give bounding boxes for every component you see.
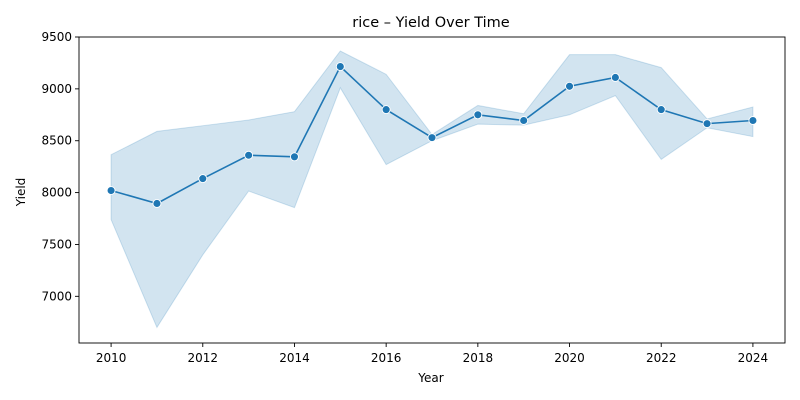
y-tick-label: 8500 <box>41 134 72 148</box>
data-point <box>106 186 116 195</box>
data-point <box>519 116 529 125</box>
data-point <box>473 110 483 120</box>
data-point <box>702 119 712 129</box>
data-point <box>656 105 666 115</box>
y-tick-label: 7000 <box>41 289 72 303</box>
data-point <box>152 199 162 208</box>
data-point <box>198 174 208 184</box>
x-tick-label: 2022 <box>646 351 677 365</box>
data-point <box>290 152 299 162</box>
y-tick-label: 9000 <box>41 82 72 96</box>
data-point <box>610 73 620 82</box>
x-tick-label: 2012 <box>188 351 219 365</box>
y-tick-label: 8000 <box>41 186 72 200</box>
x-tick-label: 2024 <box>738 351 769 365</box>
x-tick-label: 2014 <box>279 351 310 365</box>
y-tick-label: 9500 <box>41 30 72 44</box>
chart-title: rice – Yield Over Time <box>352 15 510 31</box>
plot-frame <box>78 36 786 344</box>
x-tick-label: 2020 <box>554 351 585 365</box>
data-point <box>565 81 574 91</box>
data-point <box>427 133 437 143</box>
data-point <box>381 105 391 115</box>
x-tick-label: 2018 <box>463 351 494 365</box>
plot-area: 2010 2012 2014 2016 2018 2020 2022 2024 7000 7500… <box>41 30 786 365</box>
data-point <box>335 62 345 72</box>
y-tick-label: 7500 <box>41 237 72 251</box>
confidence-band <box>110 50 754 329</box>
x-axis-label: Year <box>417 371 443 385</box>
data-point <box>244 150 254 160</box>
x-tick-label: 2016 <box>371 351 402 365</box>
data-point <box>748 116 758 125</box>
y-axis-label: Yield <box>14 178 28 208</box>
x-tick-label: 2010 <box>96 351 127 365</box>
